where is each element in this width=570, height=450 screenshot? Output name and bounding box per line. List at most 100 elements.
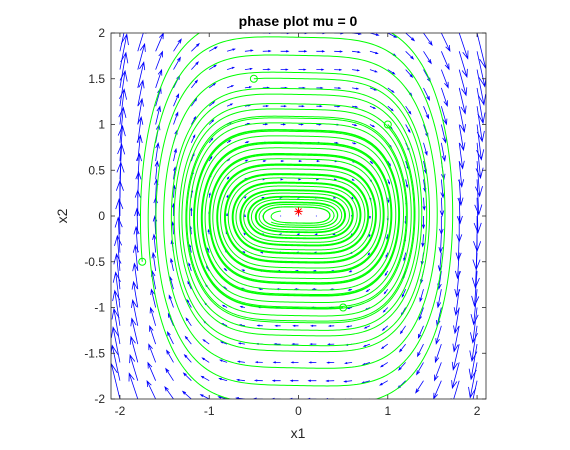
field-arrow (280, 68, 289, 71)
field-arrow (171, 221, 175, 235)
field-arrow (280, 160, 285, 163)
field-arrow (199, 394, 210, 399)
equilibrium-marker (294, 207, 303, 216)
field-arrow (131, 280, 139, 308)
field-arrow (280, 123, 287, 126)
field-arrow (476, 69, 486, 106)
field-arrow (208, 192, 211, 198)
field-arrow (308, 361, 317, 364)
field-arrow (453, 307, 460, 335)
field-arrow (472, 234, 481, 271)
field-arrow (132, 262, 139, 290)
field-arrow (306, 397, 317, 399)
y-tick-label: -1.5 (84, 346, 105, 360)
y-tick-label: 1 (98, 118, 105, 132)
field-arrow (381, 325, 389, 331)
field-arrow (327, 343, 335, 346)
field-arrow (405, 51, 415, 60)
field-arrow (209, 46, 218, 52)
field-arrow (365, 288, 371, 293)
field-arrow (117, 124, 126, 162)
field-arrow (170, 257, 174, 271)
field-arrow (253, 379, 263, 382)
field-arrow (316, 105, 323, 108)
field-arrow (115, 197, 124, 235)
field-arrow (417, 325, 424, 339)
y-tick-label: 0 (98, 209, 105, 223)
field-arrow (280, 215, 282, 217)
markers (138, 74, 392, 312)
field-arrow (405, 69, 414, 79)
field-arrow (155, 105, 161, 125)
trajectories (139, 33, 454, 399)
field-arrow (118, 106, 127, 143)
initial-condition-marker (249, 74, 258, 83)
field-arrow (201, 357, 210, 363)
field-arrow (262, 49, 272, 53)
field-arrow (476, 106, 485, 143)
field-arrow (440, 51, 450, 71)
field-arrow (262, 68, 271, 71)
field-arrow (187, 280, 192, 290)
field-arrow (226, 103, 234, 107)
field-arrow (167, 312, 174, 326)
field-arrow (451, 362, 460, 390)
field-arrow (472, 380, 478, 399)
field-arrow (298, 50, 308, 53)
field-arrow (150, 288, 157, 308)
field-arrow (208, 82, 217, 89)
field-arrow (458, 161, 465, 188)
field-arrow (191, 115, 197, 125)
field-arrow (421, 234, 425, 248)
field-arrow (367, 252, 371, 256)
field-arrow (173, 38, 182, 52)
field-arrow (119, 33, 129, 70)
field-arrow (458, 398, 460, 399)
field-arrow (111, 344, 121, 381)
field-arrow (423, 398, 424, 399)
field-arrow (474, 179, 483, 216)
field-arrow (288, 397, 299, 399)
field-arrow (131, 299, 139, 326)
field-arrow (405, 398, 406, 399)
field-arrow (334, 87, 342, 90)
field-arrow (292, 324, 299, 327)
field-arrow (352, 50, 361, 54)
y-tick-label: -1 (94, 301, 105, 315)
field-arrow (310, 324, 317, 327)
field-arrow (154, 160, 160, 180)
field-arrow (434, 362, 442, 382)
field-arrow (168, 294, 174, 308)
field-arrow (149, 324, 157, 345)
field-arrow (334, 141, 339, 144)
field-arrow (343, 380, 353, 383)
field-arrow (387, 69, 396, 75)
field-arrow (237, 342, 245, 345)
field-arrow (208, 137, 214, 144)
field-arrow (475, 142, 484, 180)
field-arrow (155, 33, 164, 52)
field-arrow (422, 197, 426, 211)
field-arrow (351, 124, 358, 127)
field-arrow (200, 375, 210, 382)
field-arrow (327, 324, 335, 328)
x-tick-label: 2 (474, 404, 481, 418)
field-arrow (155, 50, 163, 70)
field-arrow (191, 61, 199, 70)
x-tick-label: -1 (204, 404, 215, 418)
field-arrow (221, 304, 228, 308)
field-arrow (183, 353, 192, 363)
field-arrow (242, 251, 246, 254)
field-arrow (151, 251, 157, 271)
field-arrow (382, 307, 389, 313)
field-arrow (469, 307, 478, 344)
field-arrow (165, 367, 174, 381)
y-tick-label: 1.5 (88, 72, 105, 86)
field-arrow (440, 69, 449, 89)
field-arrow (387, 179, 390, 185)
field-arrow (155, 87, 162, 107)
field-arrow (136, 152, 143, 180)
field-arrow (384, 270, 389, 277)
field-arrow (208, 101, 216, 107)
field-arrow (387, 87, 395, 93)
